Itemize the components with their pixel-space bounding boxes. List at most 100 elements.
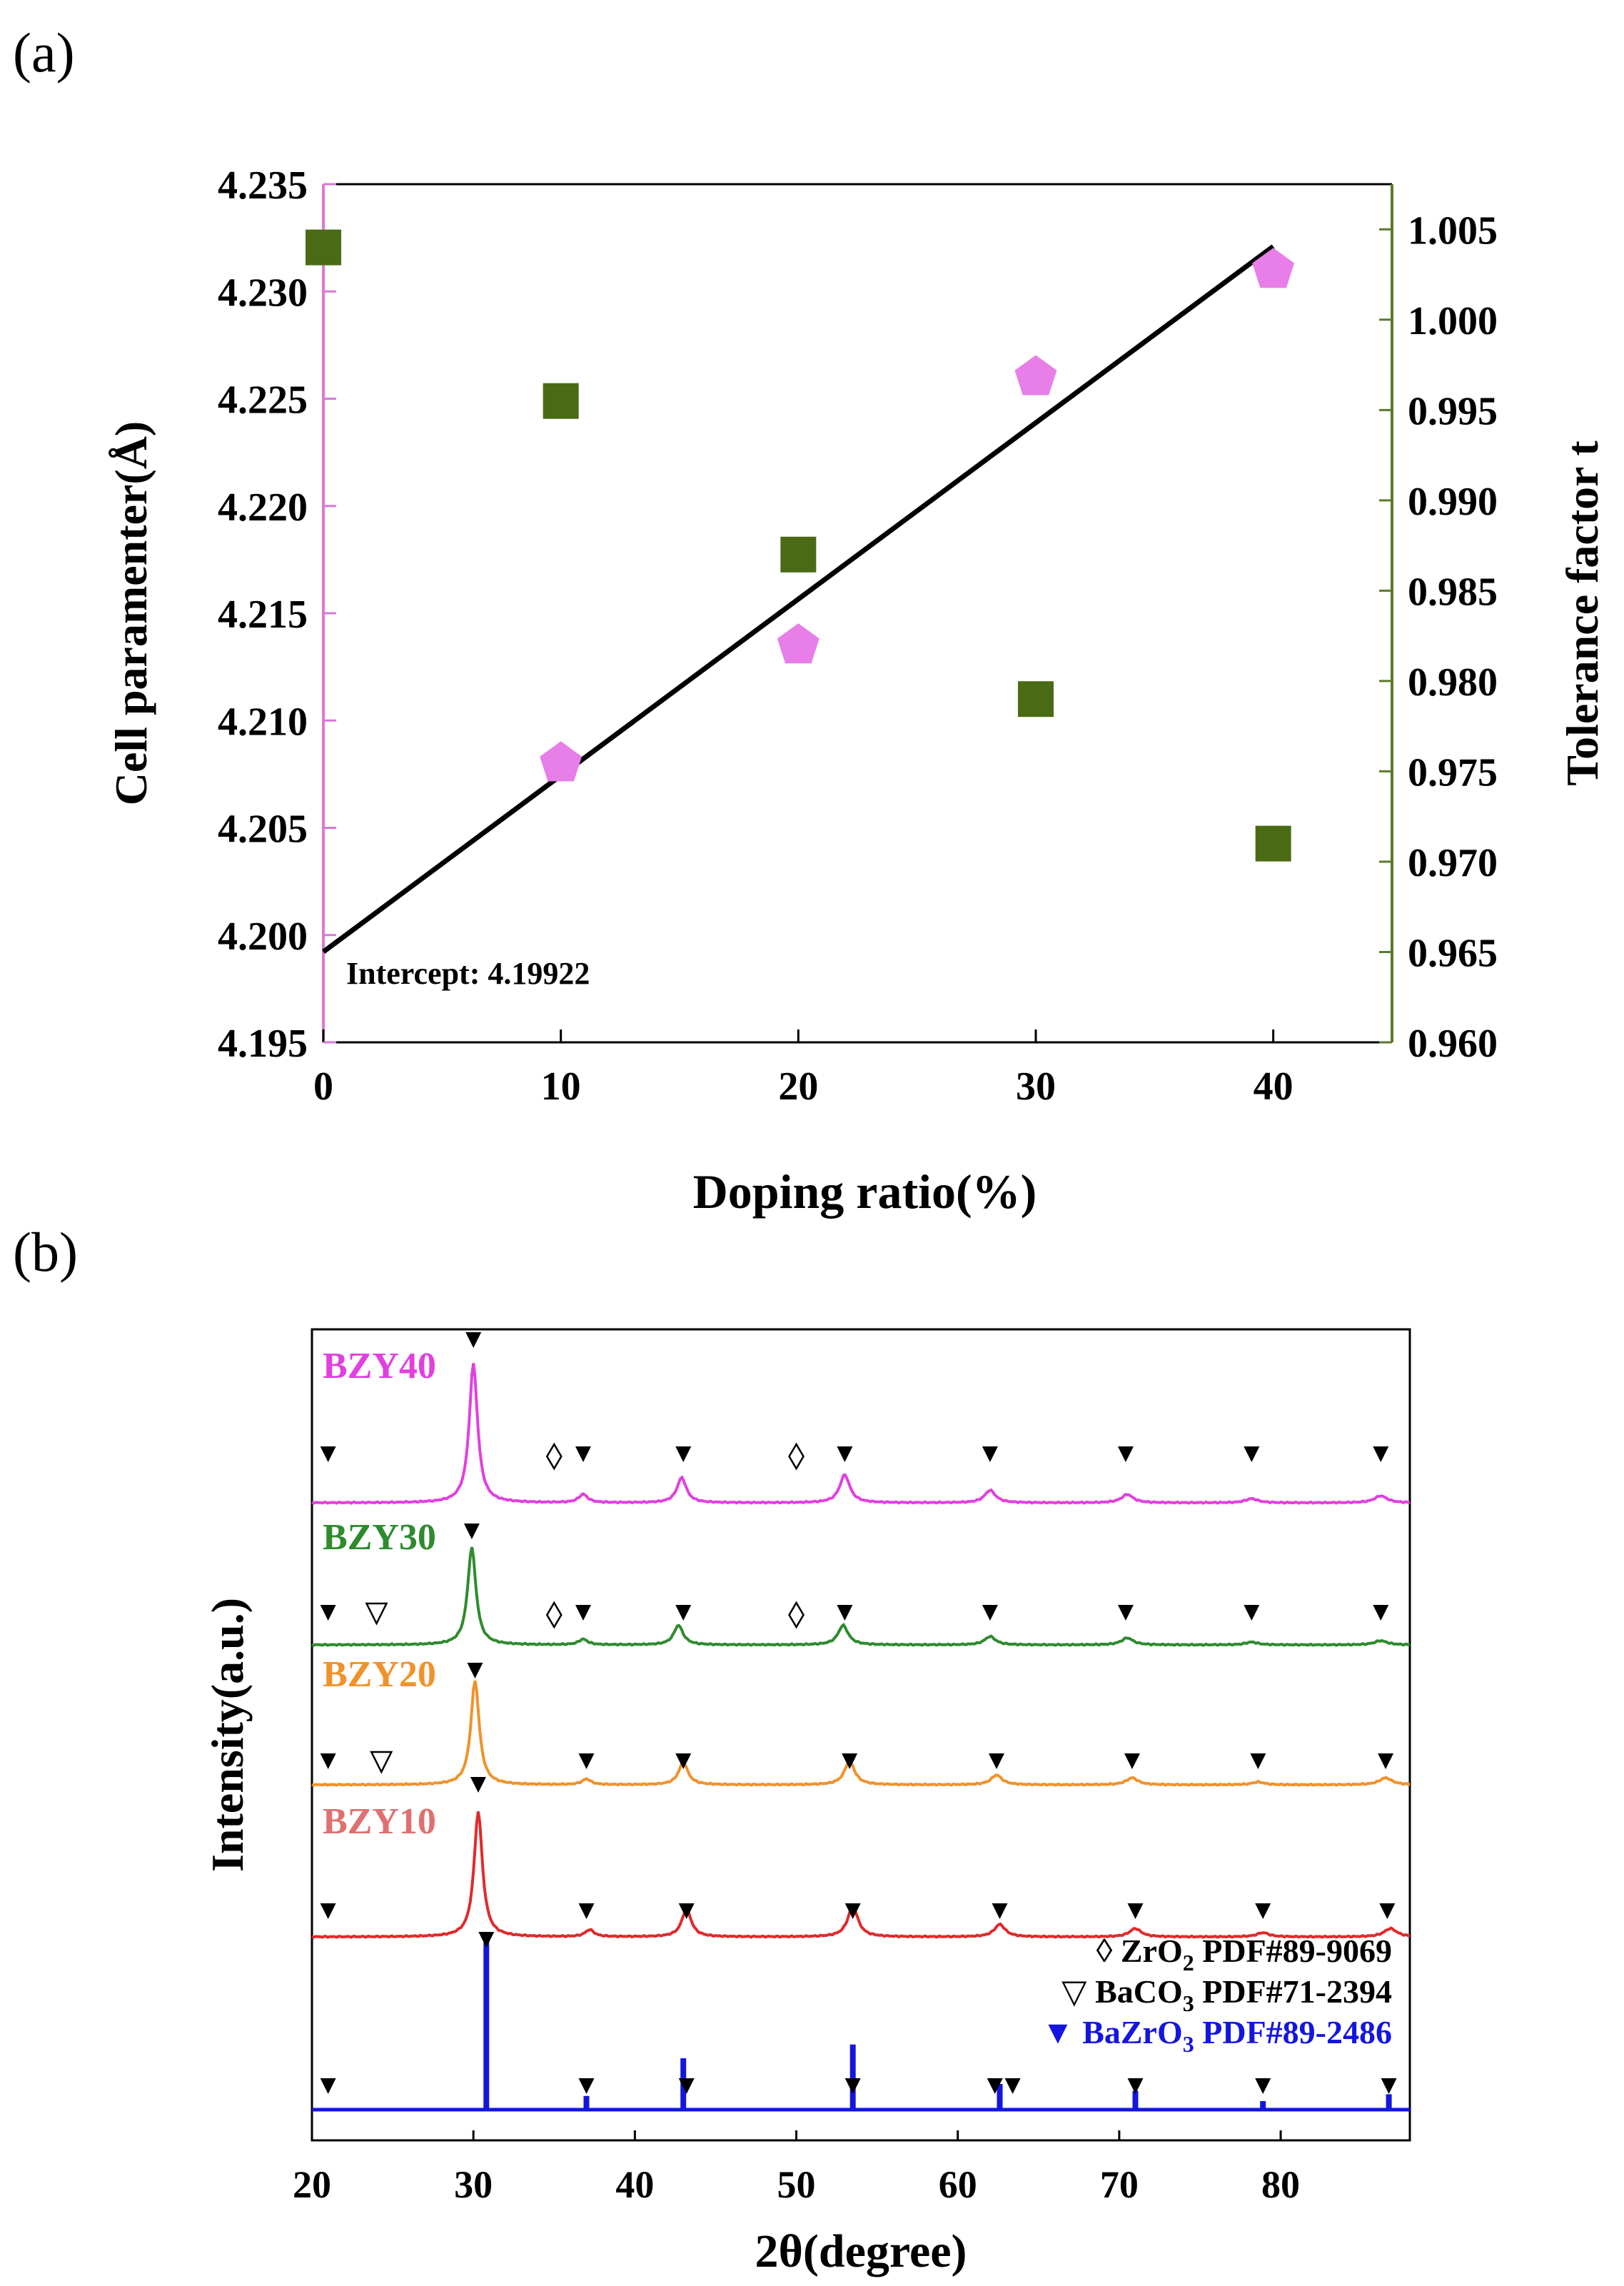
x-tick-label-b: 30	[454, 2163, 493, 2206]
legend-symbol: ▼	[1042, 2014, 1082, 2050]
legend-text: BaZrO	[1082, 2014, 1183, 2050]
left-y-tick-label-a: 4.195	[218, 1022, 308, 1066]
legend-symbol: ▽	[1061, 1973, 1095, 2010]
tolerance-point-a	[780, 536, 817, 573]
bazro3-marker	[1004, 2078, 1021, 2094]
x-tick-label-a: 40	[1254, 1064, 1293, 1109]
right-y-tick-label-a: 1.005	[1408, 208, 1498, 253]
bazro3-marker	[1127, 1903, 1144, 1919]
x-axis-title-b: 2θ(degree)	[755, 2225, 967, 2277]
legend-text: ZrO	[1121, 1933, 1183, 1969]
bazro3-marker	[578, 1903, 595, 1919]
chart-a: 0 10 20 30 40 4.195 4.200 4.205 4.210 4.215 4.220 4…	[106, 163, 1608, 1219]
x-tick-label-b: 80	[1261, 2163, 1300, 2206]
bazro3-marker	[837, 1605, 853, 1621]
intercept-annotation-a: Intercept: 4.19922	[346, 956, 590, 991]
bazro3-marker	[1244, 1446, 1260, 1462]
legend-item: ▽ BaCO3 PDF#71-2394	[1061, 1973, 1392, 2016]
legend-item: ◊ ZrO2 PDF#89-9069	[1096, 1933, 1392, 1975]
bazro3-marker	[1373, 1446, 1389, 1462]
x-tick-label-b: 70	[1100, 2163, 1139, 2206]
bazro3-marker	[1127, 2078, 1144, 2094]
x-axis-title-a: Doping ratio(%)	[693, 1164, 1037, 1219]
tolerance-point-a	[1018, 681, 1054, 717]
bazro3-marker	[1244, 1605, 1260, 1621]
cell-parameter-point-a	[777, 623, 819, 664]
x-tick-label-a: 20	[778, 1064, 818, 1109]
right-y-tick-label-a: 0.965	[1408, 931, 1498, 975]
main-peak-marker	[467, 1663, 483, 1678]
series-label-bzy30: BZY30	[323, 1517, 436, 1558]
panel-a-label: (a)	[13, 21, 75, 84]
bazro3-marker	[987, 2078, 1003, 2094]
bazro3-marker	[1255, 2078, 1271, 2094]
bazro3-marker	[575, 1446, 591, 1462]
left-y-tick-label-a: 4.205	[218, 807, 308, 852]
x-tick-label-a: 0	[313, 1064, 333, 1109]
bazro3-marker	[1373, 1605, 1389, 1621]
tolerance-point-a	[543, 383, 579, 419]
xrd-pattern-bzy30	[311, 1546, 1411, 1647]
left-y-tick-label-a: 4.230	[218, 271, 308, 315]
cell-parameter-point-a	[540, 741, 582, 782]
bazro3-marker	[992, 1903, 1008, 1919]
bazro3-marker	[578, 2078, 595, 2094]
bazro3-marker	[675, 1753, 692, 1769]
left-y-axis-title-a: Cell paramenter(Å)	[106, 421, 156, 805]
left-y-tick-label-a: 4.210	[218, 700, 308, 744]
cell-parameter-point-a	[1252, 248, 1295, 288]
legend-text: BaCO	[1095, 1973, 1183, 2010]
bazro3-marker	[675, 1446, 692, 1462]
right-y-tick-label-a: 0.960	[1408, 1022, 1498, 1066]
x-tick-label-a: 10	[541, 1064, 581, 1109]
bazro3-marker	[1250, 1753, 1266, 1769]
bazro3-marker	[320, 1605, 336, 1621]
bazro3-marker	[982, 1605, 998, 1621]
tolerance-point-a	[1255, 825, 1291, 862]
right-y-tick-label-a: 0.995	[1408, 389, 1498, 433]
legend-rest: PDF#71-2394	[1194, 1973, 1392, 2010]
bazro3-marker	[320, 2078, 336, 2094]
plot-b-frame	[311, 1328, 1411, 2142]
bazro3-marker	[678, 1903, 695, 1919]
panel-b-label: (b)	[13, 1221, 78, 1283]
bazro3-marker	[842, 1753, 858, 1769]
legend-symbol: ◊	[1096, 1933, 1121, 1969]
bazro3-marker	[320, 1903, 336, 1919]
right-y-tick-label-a: 0.975	[1408, 750, 1498, 795]
right-y-tick-label-a: 0.980	[1408, 660, 1498, 705]
left-y-tick-label-a: 4.220	[218, 485, 308, 530]
left-y-tick-label-a: 4.235	[218, 163, 308, 208]
bazro3-marker	[1378, 1753, 1394, 1769]
xrd-pattern-bzy40	[311, 1363, 1411, 1505]
chart-b: 20 30 40 50 60 70 80 2θ(degree) Intensity(a.u.) B…	[202, 1328, 1411, 2277]
zro2-marker	[788, 1601, 805, 1629]
right-y-tick-label-a: 0.990	[1408, 480, 1498, 524]
baco3-marker	[370, 1751, 393, 1774]
left-y-tick-label-a: 4.225	[218, 378, 308, 423]
bazro3-marker	[988, 1753, 1004, 1769]
right-y-axis-title-a: Tolerance factor t	[1557, 440, 1608, 786]
series-label-bzy20: BZY20	[323, 1654, 436, 1695]
zro2-marker	[788, 1442, 805, 1471]
baco3-marker	[365, 1602, 388, 1626]
x-tick-label-b: 60	[939, 2163, 977, 2206]
main-peak-marker	[465, 1332, 482, 1348]
left-y-tick-label-a: 4.215	[218, 593, 308, 637]
cell-parameter-point-a	[1014, 355, 1057, 396]
bazro3-marker	[1381, 2078, 1397, 2094]
x-tick-label-b: 40	[615, 2163, 654, 2206]
bazro3-marker	[982, 1446, 998, 1462]
x-tick-label-b: 50	[777, 2163, 816, 2206]
right-y-tick-label-a: 0.970	[1408, 841, 1498, 885]
legend-rest: PDF#89-2486	[1194, 2014, 1392, 2050]
bazro3-marker	[1379, 1903, 1396, 1919]
zro2-marker	[545, 1601, 563, 1629]
legend-sub: 2	[1183, 1950, 1194, 1975]
y-axis-title-b: Intensity(a.u.)	[202, 1598, 253, 1872]
legend-item: ▼ BaZrO3 PDF#89-2486	[1042, 2014, 1392, 2057]
x-tick-label-b: 20	[293, 2163, 331, 2206]
xrd-pattern-bzy20	[311, 1680, 1411, 1787]
bazro3-marker	[578, 1753, 595, 1769]
